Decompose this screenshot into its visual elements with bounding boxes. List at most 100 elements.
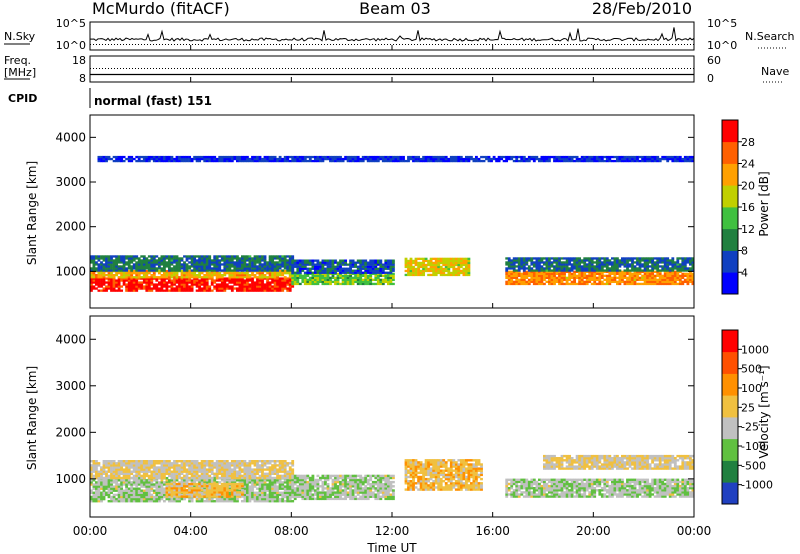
power-cell	[112, 265, 116, 268]
velocity-cell	[233, 468, 237, 471]
velocity-cell	[110, 500, 113, 503]
power-cell	[520, 159, 524, 163]
power-cell	[107, 272, 111, 275]
power-cell	[303, 280, 307, 284]
power-cell	[359, 274, 363, 278]
power-cell	[296, 261, 300, 264]
velocity-cell	[117, 476, 121, 480]
power-cell	[600, 155, 604, 159]
power-cell	[354, 276, 358, 280]
power-cell	[691, 155, 695, 159]
power-cell	[356, 259, 360, 262]
power-cell	[195, 255, 199, 258]
power-cell	[548, 269, 551, 272]
power-cell	[658, 270, 662, 274]
velocity-cell	[160, 472, 164, 475]
power-cell	[241, 265, 244, 268]
velocity-cell	[95, 474, 98, 478]
power-cell	[266, 157, 270, 161]
power-cell	[517, 259, 521, 262]
power-cell	[258, 279, 262, 282]
power-cell	[555, 257, 559, 260]
power-cell	[303, 282, 307, 286]
power-cell	[507, 280, 511, 284]
power-cell	[268, 281, 272, 284]
power-cell	[623, 272, 627, 276]
power-cell	[127, 270, 131, 273]
power-cell	[560, 276, 564, 280]
power-cell	[689, 263, 692, 266]
power-cell	[598, 274, 602, 278]
velocity-cell	[258, 487, 262, 490]
power-cell	[636, 267, 639, 270]
velocity-cell	[168, 485, 171, 488]
velocity-cell	[150, 476, 154, 480]
power-cell	[558, 267, 561, 270]
power-cell	[117, 276, 121, 279]
power-cell	[349, 259, 353, 262]
power-cell	[288, 274, 292, 277]
velocity-cell	[175, 464, 179, 467]
power-cell	[314, 159, 317, 163]
power-cell	[583, 261, 587, 264]
power-cell	[588, 155, 592, 159]
power-cell	[565, 261, 569, 264]
velocity-cell	[246, 495, 249, 499]
velocity-cell	[238, 481, 242, 484]
power-cell	[422, 263, 426, 267]
power-cell	[263, 157, 267, 161]
power-cell	[213, 265, 217, 268]
power-cell	[256, 285, 259, 288]
power-cell	[465, 261, 468, 265]
power-cell	[263, 287, 267, 290]
power-cell	[105, 265, 108, 268]
power-cell	[170, 274, 174, 277]
velocity-cell	[283, 489, 287, 492]
power-cell	[316, 265, 320, 268]
power-cell	[465, 269, 468, 273]
power-cell	[286, 269, 290, 272]
power-cell	[465, 155, 468, 159]
power-cell	[336, 157, 340, 161]
velocity-cell	[261, 493, 264, 497]
power-cell	[603, 274, 607, 278]
power-cell	[568, 274, 572, 278]
power-cell	[145, 265, 149, 268]
velocity-cell	[115, 500, 119, 503]
power-cell	[550, 272, 554, 276]
velocity-cell	[278, 481, 282, 484]
power-cell	[611, 263, 614, 266]
power-cell	[578, 257, 582, 260]
power-cell	[95, 276, 98, 279]
velocity-cell	[223, 464, 227, 467]
power-cell	[268, 287, 272, 290]
power-cell	[324, 282, 327, 286]
power-cell	[605, 278, 609, 282]
power-cell	[560, 263, 564, 266]
power-cell	[258, 272, 262, 275]
power-cell	[198, 279, 202, 282]
power-cell	[656, 278, 660, 282]
power-cell	[306, 278, 310, 282]
power-cell	[135, 272, 139, 275]
velocity-cell	[228, 464, 232, 467]
velocity-cell	[97, 464, 101, 467]
power-cell	[147, 157, 151, 161]
velocity-cell	[140, 497, 144, 501]
power-cell	[213, 261, 217, 264]
power-cell	[351, 261, 355, 264]
velocity-cell	[95, 476, 98, 480]
power-cell	[324, 278, 327, 282]
power-cell	[575, 269, 579, 272]
power-cell	[281, 259, 285, 262]
power-cell	[107, 267, 111, 270]
power-cell	[631, 155, 634, 159]
power-cell	[568, 278, 572, 282]
power-cell	[417, 265, 421, 269]
power-cell	[512, 272, 516, 276]
velocity-cell	[253, 491, 257, 494]
velocity-cell	[276, 495, 280, 499]
power-cell	[248, 279, 252, 282]
power-cell	[429, 257, 433, 261]
power-cell	[354, 280, 358, 284]
